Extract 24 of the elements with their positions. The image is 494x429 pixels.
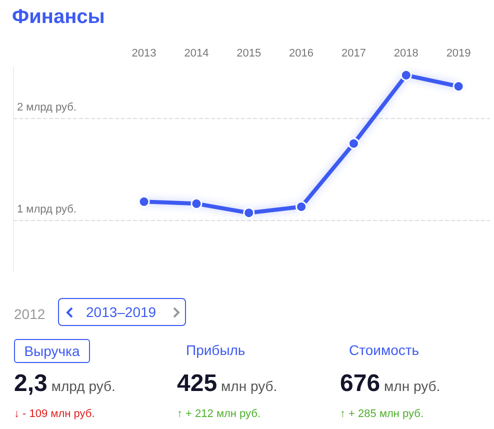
x-tick-label: 2017 [341,48,366,60]
y-tick-label: 2 млрд руб. [17,102,76,114]
x-tick-label: 2013 [132,48,156,60]
text: 2012 [14,306,46,322]
text: Прибыль [186,342,246,358]
text: 676 [340,370,380,397]
text: Выручка [24,343,80,359]
text: 425 [177,370,218,397]
text: ↑ + 285 млн руб. [340,408,424,420]
text: ↓ - 109 млн руб. [14,408,95,420]
text: млн руб. [221,378,278,394]
text: 2013–2019 [86,304,156,320]
x-tick-label: 2014 [184,48,209,60]
text: млн руб. [384,378,440,394]
x-tick-label: 2019 [446,48,471,60]
text: 2,3 [14,370,48,397]
y-tick-label: 1 млрд руб. [17,204,76,216]
text: Стоимость [349,342,420,358]
text: ↑ + 212 млн руб. [177,408,261,420]
chart-title: Финансы [12,6,105,29]
text: млрд руб. [51,378,116,394]
x-tick-label: 2015 [236,48,262,60]
x-tick-label: 2018 [394,48,418,60]
x-tick-label: 2016 [289,48,314,60]
